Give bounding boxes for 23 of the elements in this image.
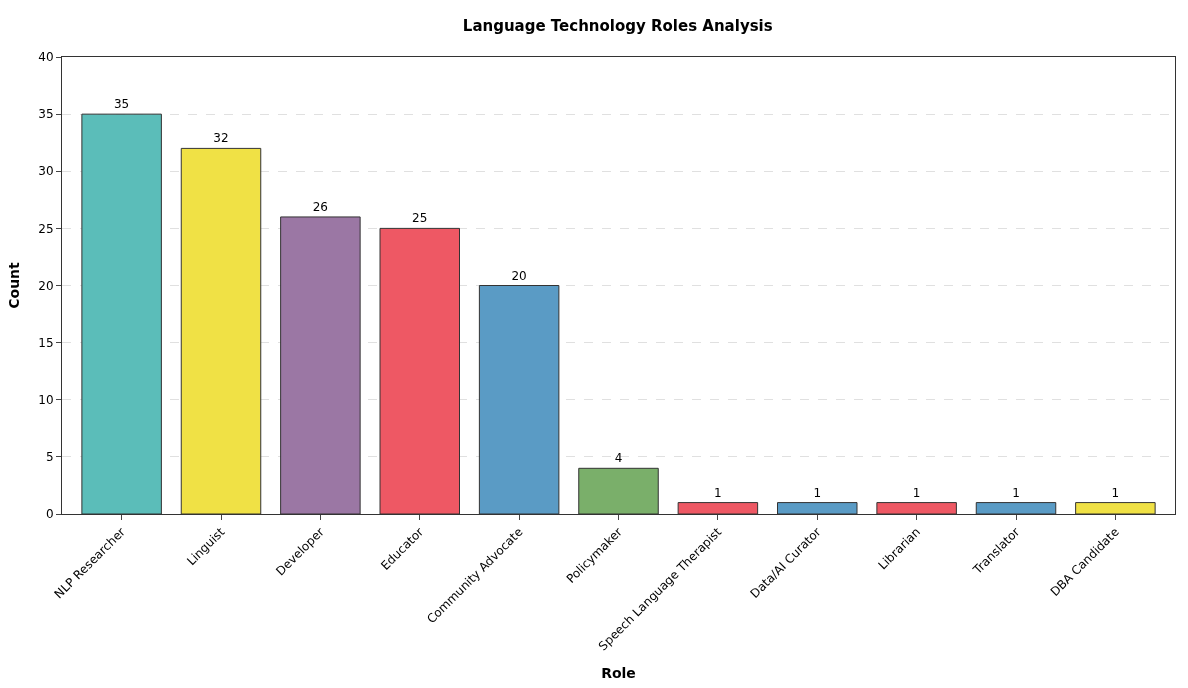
data-label: 32 [213, 131, 229, 146]
data-label: 4 [614, 451, 623, 466]
data-label: 1 [912, 485, 921, 500]
y-tick-label: 25 [38, 221, 54, 236]
y-tick-label: 0 [45, 507, 54, 522]
data-label: 26 [312, 199, 329, 214]
y-tick-label: 30 [38, 164, 54, 179]
chart-title: Language Technology Roles Analysis [462, 17, 773, 36]
y-tick-label: 20 [38, 278, 54, 293]
data-label: 35 [113, 97, 130, 112]
data-label: 20 [511, 268, 527, 283]
y-tick-label: 15 [38, 335, 54, 350]
y-tick-label: 5 [45, 450, 54, 465]
x-axis-title: Role [601, 664, 636, 681]
y-tick-label: 35 [38, 107, 54, 122]
y-tick-label: 40 [38, 50, 54, 65]
data-label: 25 [412, 211, 428, 226]
data-label: 1 [1012, 485, 1020, 500]
data-label: 1 [813, 485, 822, 500]
data-label: 1 [714, 485, 722, 500]
y-axis-title: Count [5, 261, 22, 309]
y-tick-label: 10 [38, 392, 54, 407]
data-label: 1 [1111, 485, 1120, 500]
